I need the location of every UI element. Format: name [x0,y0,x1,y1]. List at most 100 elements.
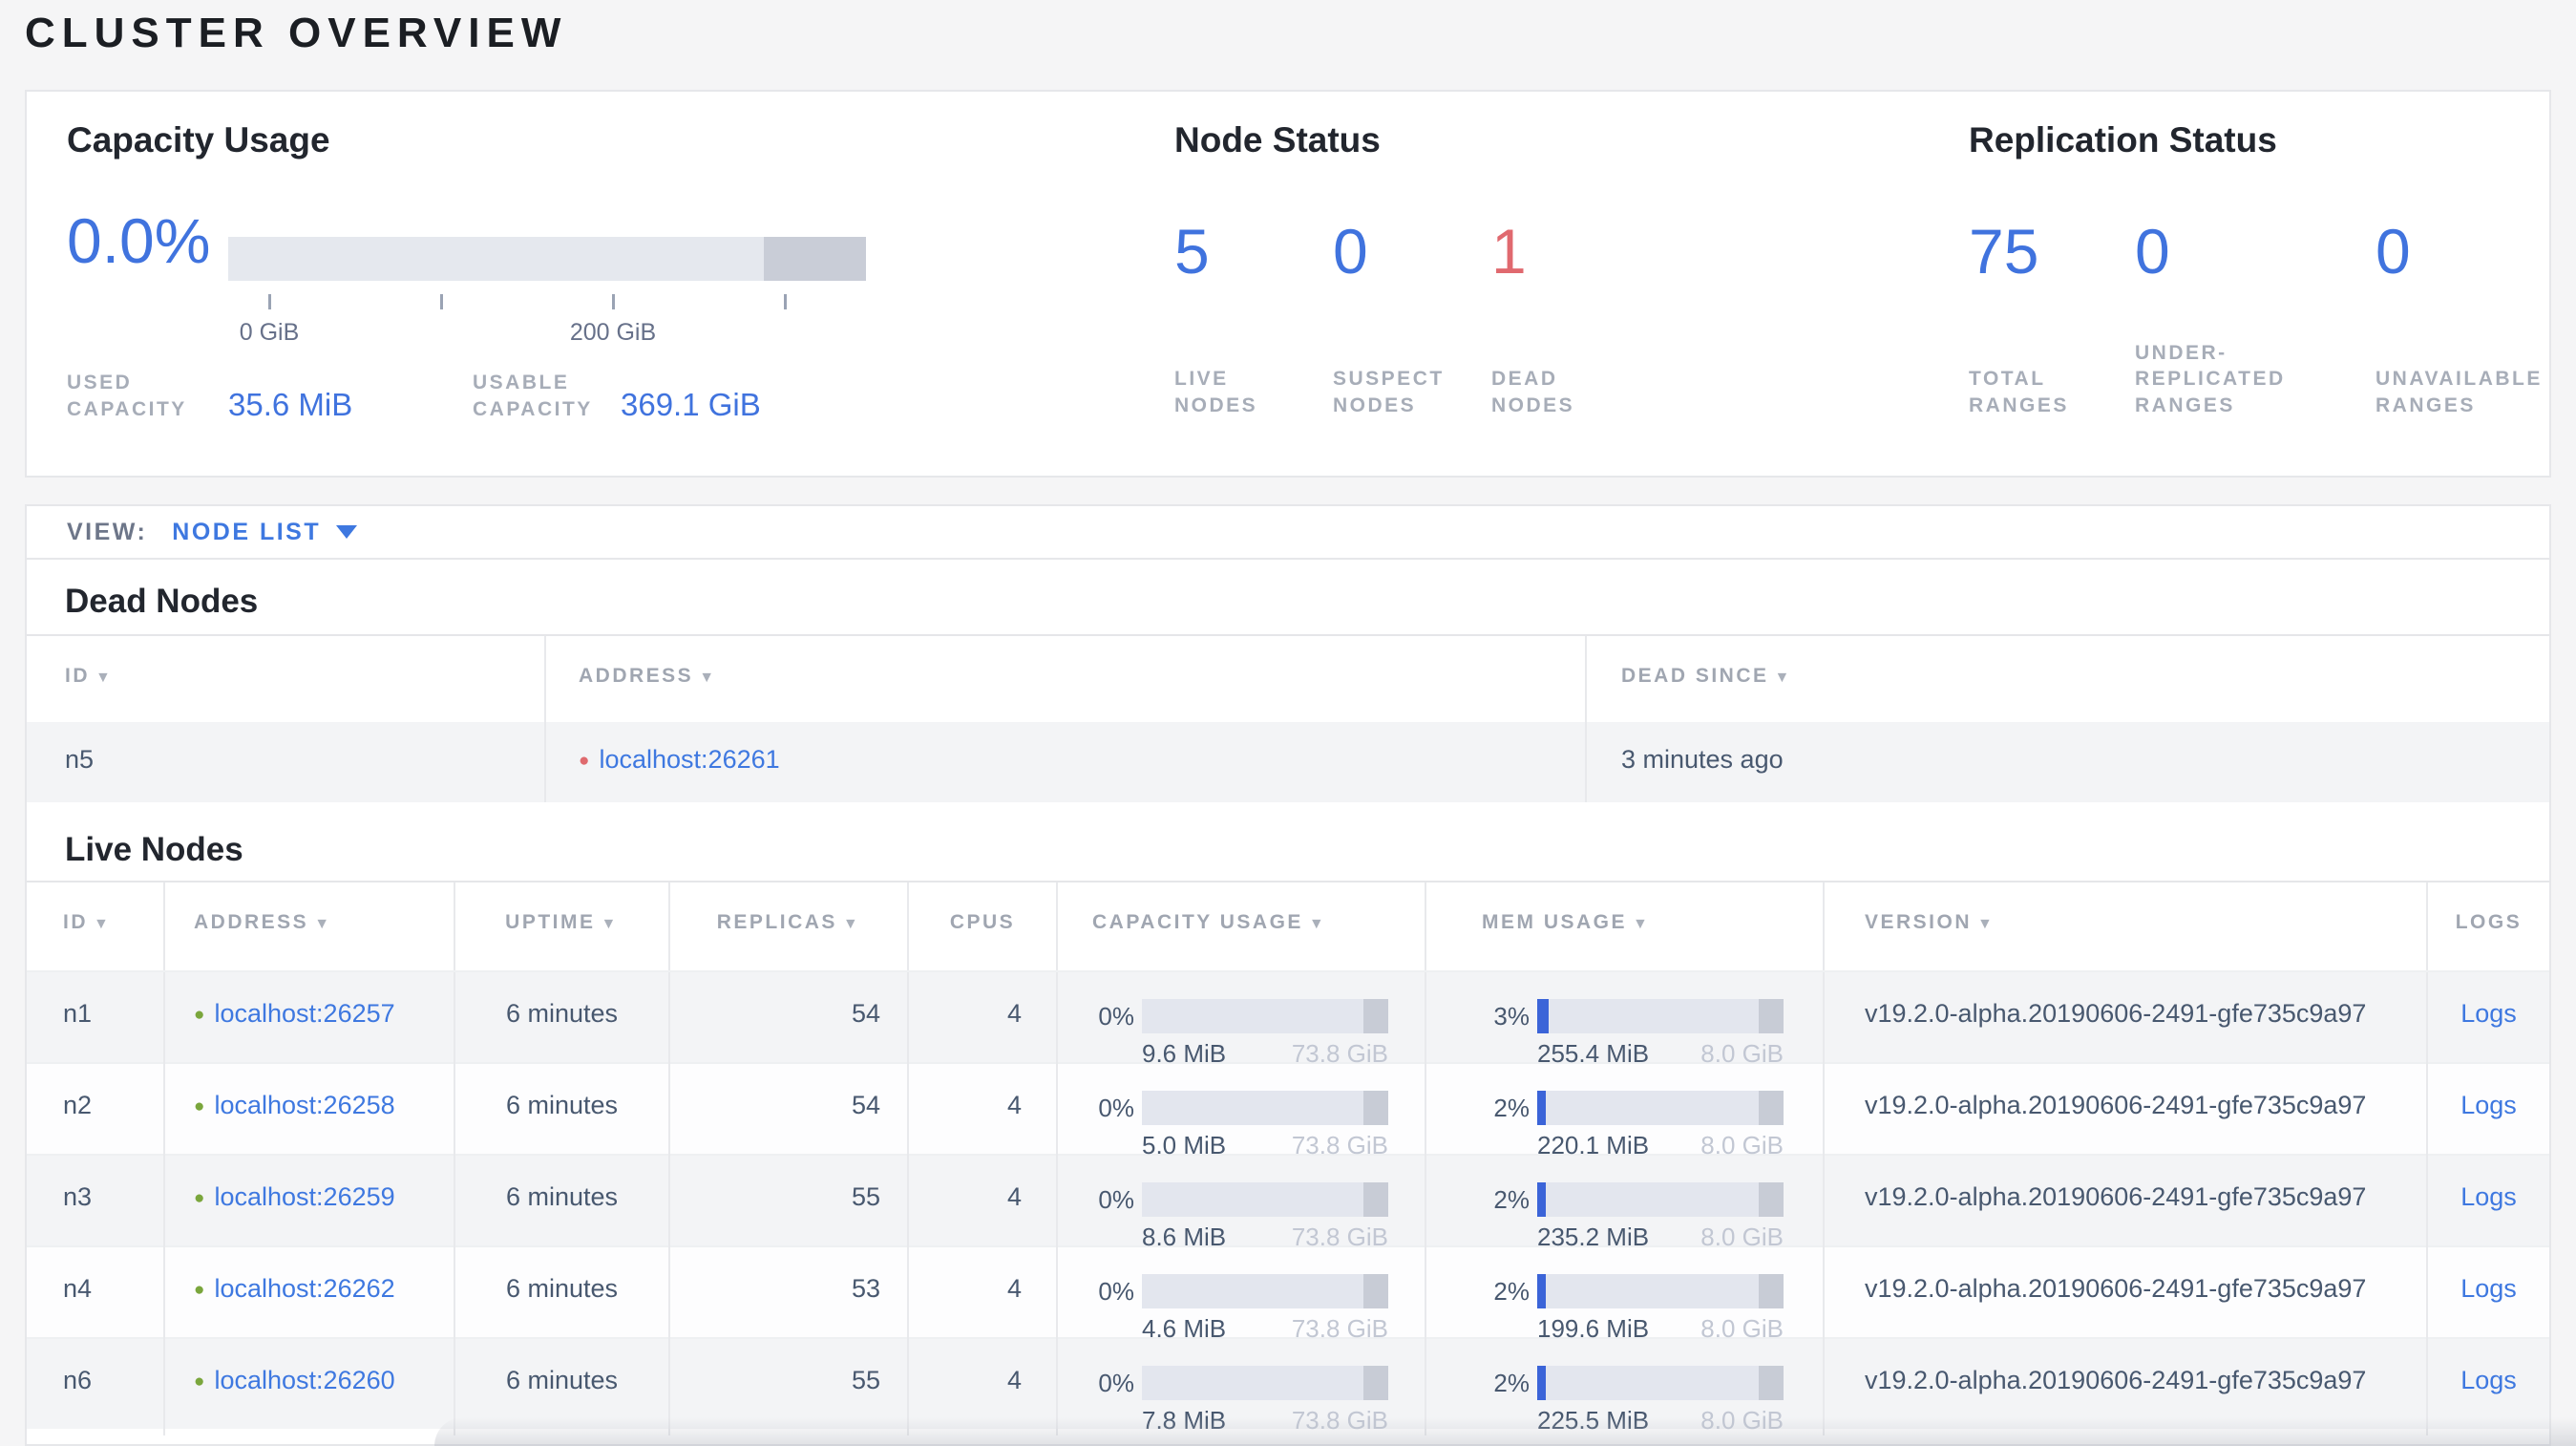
mem-used-value: 235.2 MiB [1537,1223,1650,1251]
dead-col-id[interactable]: ID ▼ [65,665,114,687]
sort-desc-icon: ▼ [1633,916,1651,932]
dead-nodes-header-row: ID ▼ ADDRESS ▼ DEAD SINCE ▼ [27,636,2549,722]
dead-col-address[interactable]: ADDRESS ▼ [544,636,1585,722]
logs-link[interactable]: Logs [2460,999,2517,1028]
mem-total-value: 8.0 GiB [1700,1039,1784,1068]
dead-node-row: n5 ● localhost:26261 3 minutes ago [27,722,2549,802]
sort-desc-icon: ▼ [314,916,332,932]
cluster-summary-card: Capacity Usage 0.0% 0 GiB 200 GiB USED C… [25,90,2551,478]
mem-mini-bar [1537,1091,1784,1125]
node-address-cell: ● localhost:26260 [163,1339,454,1435]
node-id: n2 [63,1091,93,1119]
view-selector-dropdown[interactable]: NODE LIST [172,518,358,546]
node-replicas: 54 [668,972,907,1069]
mem-reserved-segment [1759,1366,1784,1400]
mem-fill [1537,1182,1547,1217]
node-capacity-usage: 0% 4.6 MiB 73.8 GiB [1056,1247,1425,1344]
node-cpus: 4 [907,972,1056,1069]
replication-status-section: Replication Status 75 TOTAL RANGES 0 UND… [1969,92,2542,476]
suspect-nodes-stat: 0 SUSPECT NODES [1333,220,1491,418]
node-version: v19.2.0-alpha.20190606-2491-gfe735c9a97 [1823,1064,2426,1160]
live-col-uptime[interactable]: UPTIME ▼ [454,882,668,970]
node-address-link[interactable]: localhost:26258 [214,1091,395,1119]
dead-nodes-stat: 1 DEAD NODES [1491,220,1654,418]
mem-reserved-segment [1759,1274,1784,1308]
chevron-down-icon [336,525,358,539]
live-status-dot-icon: ● [194,1280,205,1300]
table-row: n4 ● localhost:26262 6 minutes 53 4 0% 4.… [27,1245,2549,1344]
capacity-mini-bar [1142,999,1388,1033]
sort-desc-icon: ▼ [842,916,861,932]
usable-capacity-label: USABLE CAPACITY [473,372,593,420]
logs-link[interactable]: Logs [2460,1091,2517,1119]
node-address-cell: ● localhost:26259 [163,1156,454,1252]
sort-desc-icon: ▼ [1308,916,1327,932]
live-col-version[interactable]: VERSION ▼ [1823,882,2426,970]
logs-link[interactable]: Logs [2460,1366,2517,1394]
dead-col-dead-since[interactable]: DEAD SINCE ▼ [1585,636,2549,722]
live-col-logs[interactable]: LOGS [2426,882,2549,970]
capacity-total-value: 73.8 GiB [1291,1223,1388,1251]
dead-node-address-link[interactable]: localhost:26261 [599,745,780,774]
mem-fill [1537,999,1549,1033]
axis-tick-label-0: 0 GiB [239,319,300,346]
node-replicas: 54 [668,1064,907,1160]
live-nodes-stat: 5 LIVE NODES [1174,220,1333,418]
usable-capacity-value: 369.1 GiB [621,386,761,422]
live-col-id[interactable]: ID ▼ [63,911,112,933]
node-cpus: 4 [907,1064,1056,1160]
capacity-used-value: 7.8 MiB [1142,1406,1227,1435]
capacity-bar-reserved-segment [764,237,866,281]
node-status-section: Node Status 5 LIVE NODES 0 SUSPECT NODES… [1174,92,1957,476]
mem-reserved-segment [1759,999,1784,1033]
live-col-capacity[interactable]: CAPACITY USAGE ▼ [1056,882,1425,970]
node-address-link[interactable]: localhost:26260 [214,1366,395,1394]
node-address-link[interactable]: localhost:26259 [214,1182,395,1211]
capacity-total-value: 73.8 GiB [1291,1131,1388,1159]
node-address-link[interactable]: localhost:26262 [214,1274,395,1303]
live-col-address[interactable]: ADDRESS ▼ [163,882,454,970]
capacity-percent: 0.0% [67,205,211,276]
capacity-pct: 0% [1098,1368,1134,1397]
mem-pct: 2% [1493,1093,1530,1122]
node-status-title: Node Status [1174,120,1381,159]
table-row: n6 ● localhost:26260 6 minutes 55 4 0% 7.… [27,1337,2549,1435]
capacity-used-value: 9.6 MiB [1142,1039,1227,1068]
live-nodes-count: 5 [1174,216,1210,287]
node-capacity-usage: 0% 8.6 MiB 73.8 GiB [1056,1156,1425,1252]
node-replicas: 55 [668,1156,907,1252]
mem-used-value: 255.4 MiB [1537,1039,1650,1068]
node-mem-usage: 3% 255.4 MiB 8.0 GiB [1425,972,1823,1069]
node-id: n3 [63,1182,93,1211]
capacity-used-value: 8.6 MiB [1142,1223,1227,1251]
node-address-link[interactable]: localhost:26257 [214,999,395,1028]
axis-tick [268,294,271,309]
under-replicated-stat: 0 UNDER-REPLICATED RANGES [2135,220,2375,418]
node-cpus: 4 [907,1156,1056,1252]
node-capacity-usage: 0% 7.8 MiB 73.8 GiB [1056,1339,1425,1435]
mem-total-value: 8.0 GiB [1700,1131,1784,1159]
live-nodes-heading: Live Nodes [65,831,243,868]
logs-link[interactable]: Logs [2460,1182,2517,1211]
sort-desc-icon: ▼ [1774,670,1792,686]
logs-link[interactable]: Logs [2460,1274,2517,1303]
node-logs-cell: Logs [2426,1339,2549,1435]
node-version: v19.2.0-alpha.20190606-2491-gfe735c9a97 [1823,1339,2426,1435]
dead-node-dead-since: 3 minutes ago [1585,722,2549,802]
sort-desc-icon: ▼ [1977,916,1995,932]
live-col-replicas[interactable]: REPLICAS ▼ [668,882,907,970]
mem-pct: 3% [1493,1001,1530,1031]
sort-desc-icon: ▼ [94,916,112,932]
capacity-reserved-segment [1363,1182,1388,1217]
page-title: CLUSTER OVERVIEW [25,10,568,56]
under-replicated-label: UNDER-REPLICATED RANGES [2135,342,2286,416]
axis-tick-label-200: 200 GiB [569,319,657,346]
live-col-mem[interactable]: MEM USAGE ▼ [1425,882,1823,970]
live-status-dot-icon: ● [194,1005,205,1025]
view-selected-value: NODE LIST [172,518,322,545]
node-version: v19.2.0-alpha.20190606-2491-gfe735c9a97 [1823,972,2426,1069]
node-mem-usage: 2% 220.1 MiB 8.0 GiB [1425,1064,1823,1160]
mem-mini-bar [1537,1366,1784,1400]
table-row: n2 ● localhost:26258 6 minutes 54 4 0% 5.… [27,1062,2549,1160]
live-col-cpus[interactable]: CPUS [907,882,1056,970]
